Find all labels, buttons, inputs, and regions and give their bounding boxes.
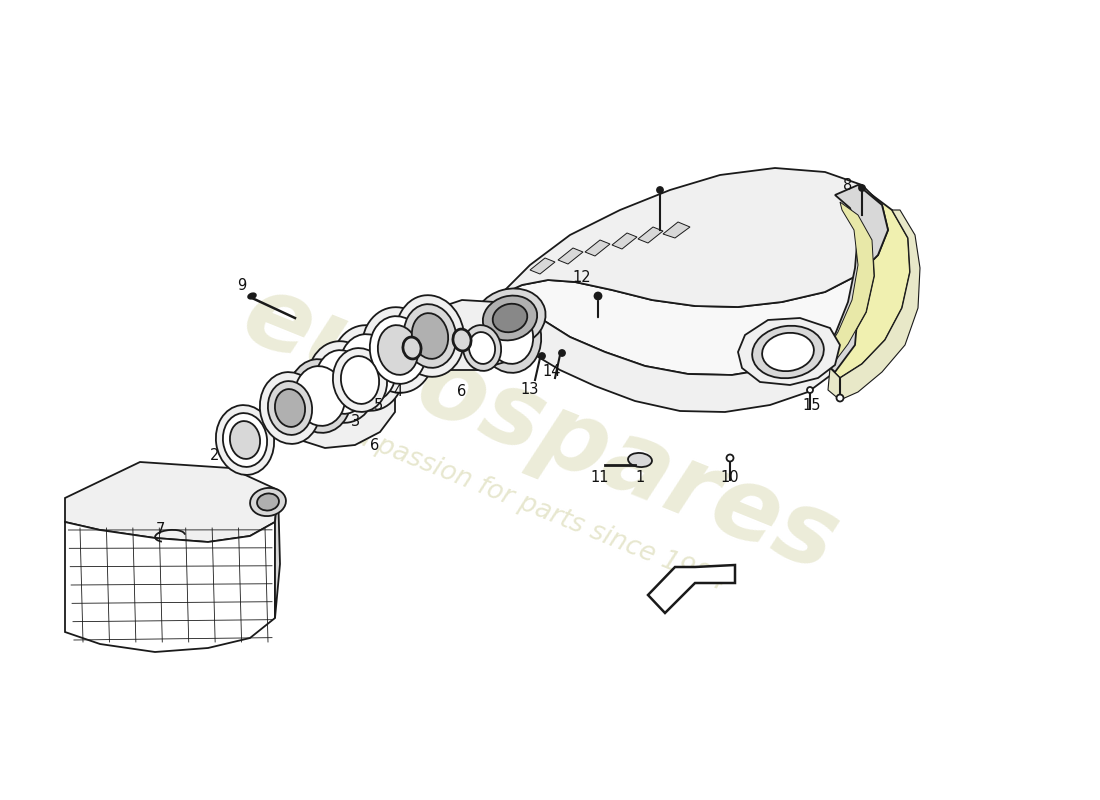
Polygon shape (822, 202, 875, 368)
Ellipse shape (289, 359, 351, 433)
Text: 4: 4 (394, 385, 403, 399)
Polygon shape (558, 248, 583, 264)
Ellipse shape (594, 293, 602, 299)
Polygon shape (828, 210, 920, 400)
Ellipse shape (223, 413, 267, 467)
Polygon shape (648, 565, 735, 613)
Polygon shape (418, 300, 525, 370)
Polygon shape (500, 168, 888, 307)
Ellipse shape (332, 325, 404, 411)
Polygon shape (275, 490, 280, 618)
Polygon shape (830, 188, 910, 378)
Polygon shape (515, 310, 858, 412)
Polygon shape (500, 275, 858, 375)
Ellipse shape (341, 356, 380, 404)
Polygon shape (65, 462, 278, 542)
Polygon shape (822, 185, 888, 372)
Ellipse shape (377, 325, 418, 375)
Ellipse shape (308, 341, 376, 423)
Text: 11: 11 (591, 470, 609, 486)
Polygon shape (638, 227, 663, 243)
Ellipse shape (411, 313, 448, 359)
Text: eurospares: eurospares (229, 266, 851, 594)
Ellipse shape (836, 394, 844, 402)
Ellipse shape (463, 325, 502, 371)
Polygon shape (612, 233, 637, 249)
Polygon shape (530, 258, 556, 274)
Text: 1: 1 (636, 470, 645, 486)
Text: 8: 8 (844, 178, 852, 193)
Ellipse shape (257, 494, 279, 510)
Ellipse shape (752, 326, 824, 378)
Text: 9: 9 (238, 278, 246, 293)
Ellipse shape (316, 350, 369, 414)
Polygon shape (65, 522, 275, 652)
Text: 13: 13 (520, 382, 539, 398)
Ellipse shape (295, 366, 345, 426)
Text: 7: 7 (155, 522, 165, 538)
Ellipse shape (275, 389, 305, 427)
Text: 3: 3 (351, 414, 360, 430)
Polygon shape (738, 318, 840, 385)
Ellipse shape (493, 304, 527, 332)
Polygon shape (280, 360, 395, 448)
Text: 15: 15 (803, 398, 822, 414)
Ellipse shape (859, 185, 865, 191)
Ellipse shape (628, 453, 652, 467)
Polygon shape (663, 222, 690, 238)
Ellipse shape (230, 421, 260, 459)
Ellipse shape (216, 405, 274, 475)
Ellipse shape (249, 294, 256, 298)
Ellipse shape (559, 350, 565, 356)
Ellipse shape (362, 307, 435, 393)
Polygon shape (585, 240, 611, 256)
Ellipse shape (483, 295, 537, 341)
Ellipse shape (340, 334, 396, 402)
Ellipse shape (396, 295, 464, 377)
Ellipse shape (453, 329, 471, 351)
Ellipse shape (657, 187, 663, 193)
Ellipse shape (469, 332, 495, 364)
Text: 6: 6 (371, 438, 380, 453)
Ellipse shape (726, 454, 734, 462)
Ellipse shape (807, 387, 813, 393)
Ellipse shape (404, 304, 456, 368)
Ellipse shape (250, 488, 286, 516)
Text: 6: 6 (458, 385, 466, 399)
Ellipse shape (478, 299, 541, 373)
Text: a passion for parts since 1984: a passion for parts since 1984 (351, 423, 729, 597)
Text: 12: 12 (573, 270, 592, 286)
Ellipse shape (260, 372, 320, 444)
Text: 14: 14 (542, 365, 561, 379)
Ellipse shape (268, 381, 312, 435)
Text: 10: 10 (720, 470, 739, 486)
Ellipse shape (370, 316, 426, 384)
Ellipse shape (487, 308, 534, 364)
Ellipse shape (474, 289, 546, 347)
Text: 5: 5 (373, 398, 383, 414)
Text: 2: 2 (210, 447, 220, 462)
Ellipse shape (539, 353, 544, 359)
Ellipse shape (403, 337, 421, 359)
Ellipse shape (333, 348, 387, 412)
Ellipse shape (762, 333, 814, 371)
